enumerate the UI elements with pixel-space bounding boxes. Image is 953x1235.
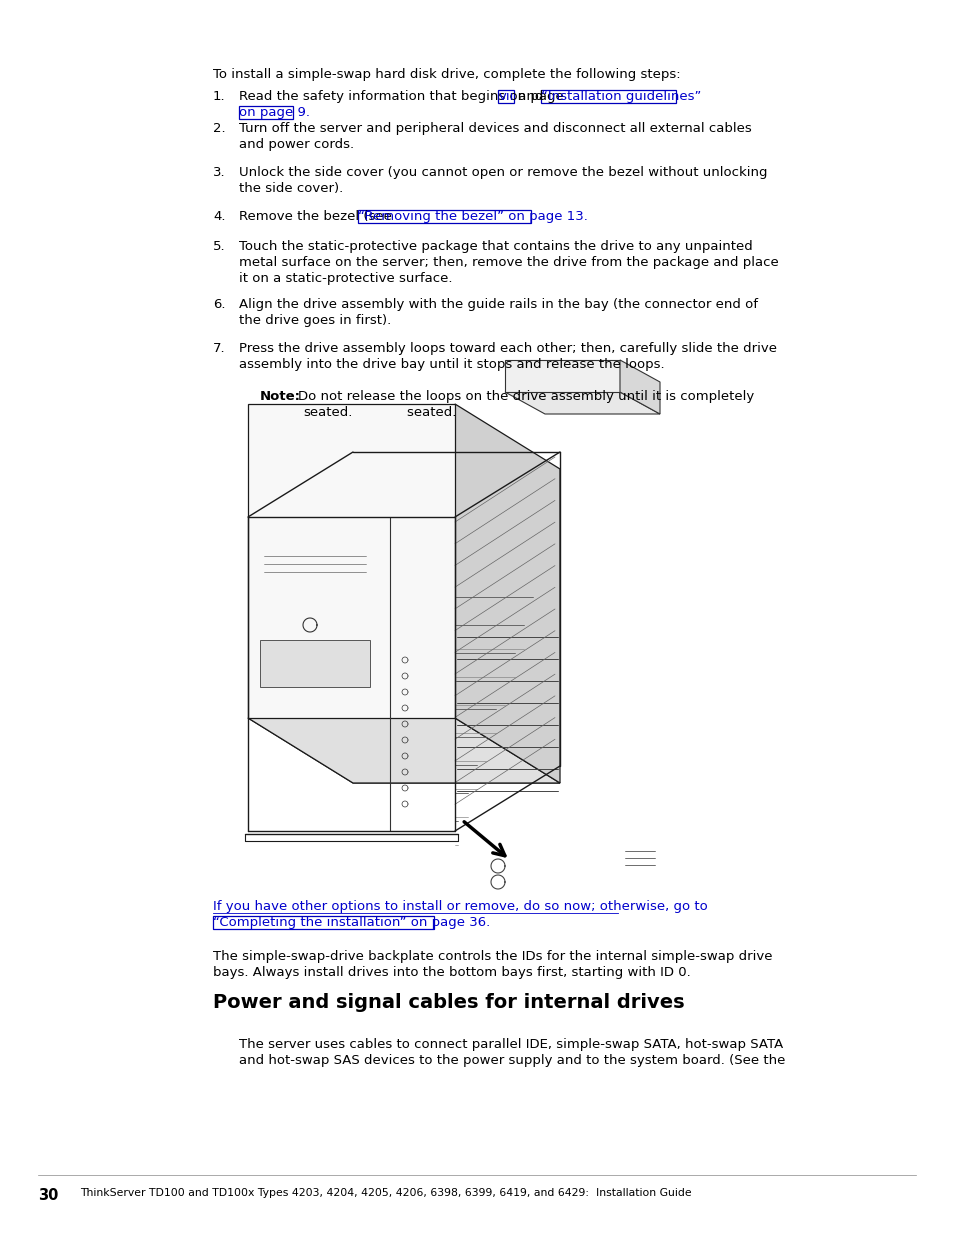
Text: the drive goes in first).: the drive goes in first).: [239, 314, 391, 327]
Text: it on a static-protective surface.: it on a static-protective surface.: [239, 272, 452, 285]
Text: The simple-swap-drive backplate controls the IDs for the internal simple-swap dr: The simple-swap-drive backplate controls…: [213, 950, 772, 963]
Text: and hot-swap SAS devices to the power supply and to the system board. (See the: and hot-swap SAS devices to the power su…: [239, 1053, 784, 1067]
Polygon shape: [619, 359, 659, 414]
Polygon shape: [260, 640, 370, 687]
Text: metal surface on the server; then, remove the drive from the package and place: metal surface on the server; then, remov…: [239, 256, 778, 269]
Text: The server uses cables to connect parallel IDE, simple-swap SATA, hot-swap SATA: The server uses cables to connect parall…: [239, 1037, 782, 1051]
Text: Do not release the loops on the drive assembly until it is completely: Do not release the loops on the drive as…: [297, 390, 753, 403]
Text: Power and signal cables for internal drives: Power and signal cables for internal dri…: [213, 993, 684, 1011]
Polygon shape: [248, 404, 455, 718]
Text: Remove the bezel (see: Remove the bezel (see: [239, 210, 395, 224]
Text: Note:: Note:: [260, 390, 301, 403]
Text: Align the drive assembly with the guide rails in the bay (the connector end of: Align the drive assembly with the guide …: [239, 298, 758, 311]
Text: 5.: 5.: [213, 240, 226, 253]
Text: seated.: seated.: [303, 406, 353, 419]
Text: and power cords.: and power cords.: [239, 138, 354, 151]
Text: “Completing the installation” on page 36.: “Completing the installation” on page 36…: [213, 916, 490, 929]
Text: 3.: 3.: [213, 165, 226, 179]
Text: 2.: 2.: [213, 122, 226, 135]
Text: Turn off the server and peripheral devices and disconnect all external cables: Turn off the server and peripheral devic…: [239, 122, 751, 135]
Text: To install a simple-swap hard disk drive, complete the following steps:: To install a simple-swap hard disk drive…: [213, 68, 679, 82]
Text: 7.: 7.: [213, 342, 226, 354]
Polygon shape: [248, 718, 559, 783]
Text: seated.: seated.: [373, 406, 456, 419]
Polygon shape: [504, 359, 619, 391]
Text: vii: vii: [497, 90, 513, 103]
Text: and: and: [514, 90, 547, 103]
Text: assembly into the drive bay until it stops and release the loops.: assembly into the drive bay until it sto…: [239, 358, 664, 370]
Text: 30: 30: [38, 1188, 58, 1203]
Text: ThinkServer TD100 and TD100x Types 4203, 4204, 4205, 4206, 6398, 6399, 6419, and: ThinkServer TD100 and TD100x Types 4203,…: [80, 1188, 691, 1198]
Text: 4.: 4.: [213, 210, 225, 224]
Text: Press the drive assembly loops toward each other; then, carefully slide the driv: Press the drive assembly loops toward ea…: [239, 342, 776, 354]
Text: the side cover).: the side cover).: [239, 182, 343, 195]
Text: Read the safety information that begins on page: Read the safety information that begins …: [239, 90, 567, 103]
Polygon shape: [504, 391, 659, 414]
Text: 6.: 6.: [213, 298, 225, 311]
Text: If you have other options to install or remove, do so now; otherwise, go to: If you have other options to install or …: [213, 900, 707, 913]
Text: bays. Always install drives into the bottom bays first, starting with ID 0.: bays. Always install drives into the bot…: [213, 966, 690, 979]
Polygon shape: [455, 404, 559, 783]
Text: Touch the static-protective package that contains the drive to any unpainted: Touch the static-protective package that…: [239, 240, 752, 253]
Text: on page 9.: on page 9.: [239, 106, 310, 119]
Text: Unlock the side cover (you cannot open or remove the bezel without unlocking: Unlock the side cover (you cannot open o…: [239, 165, 767, 179]
Text: “Installation guidelines”: “Installation guidelines”: [541, 90, 701, 103]
Polygon shape: [248, 718, 559, 783]
Text: “Removing the bezel” on page 13.: “Removing the bezel” on page 13.: [357, 210, 587, 224]
Text: 1.: 1.: [213, 90, 226, 103]
